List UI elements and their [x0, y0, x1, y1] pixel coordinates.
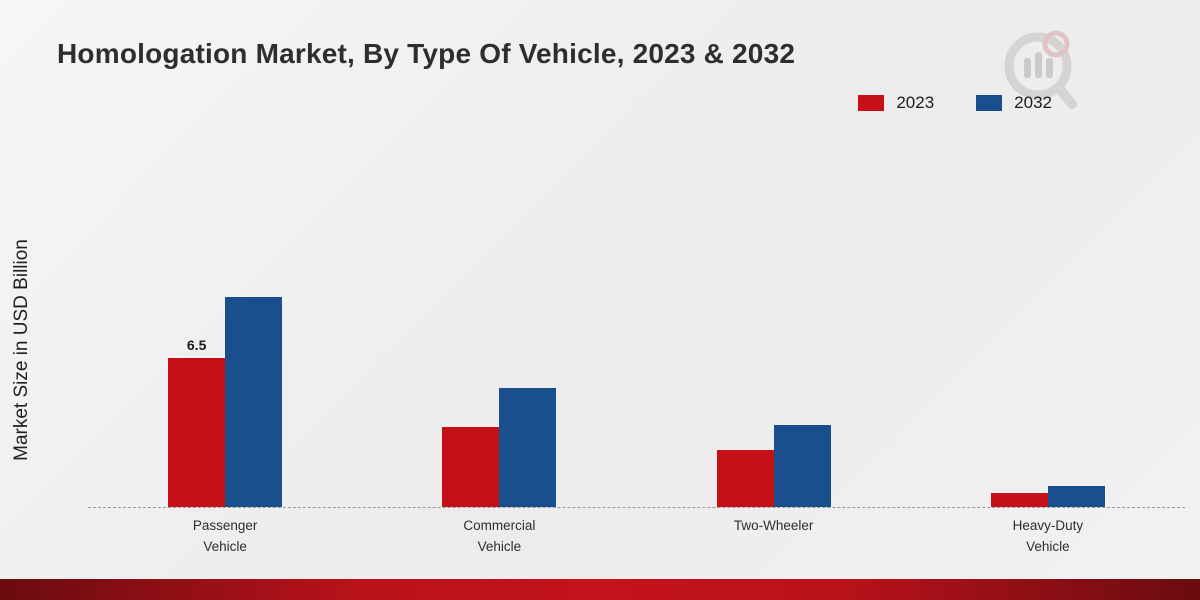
bar-group — [911, 267, 1185, 507]
company-logo-icon — [1004, 30, 1077, 109]
plot-area: 6.5 — [88, 267, 1185, 507]
bar-2032 — [773, 424, 831, 507]
legend-swatch-2023-icon — [858, 95, 885, 111]
legend-item-2023: 2023 — [858, 93, 934, 113]
legend: 2023 2032 — [858, 93, 1052, 113]
bar-2023 — [442, 427, 500, 507]
bar-group: 6.5 — [88, 267, 362, 507]
bar-chart: 6.5 Passenger Vehicle Commercial Vehicle T… — [88, 267, 1185, 557]
y-axis-label: Market Size in USD Billion — [11, 239, 32, 461]
category-label: Passenger Vehicle — [192, 518, 258, 554]
legend-item-2032: 2032 — [976, 93, 1052, 113]
category-labels-row: Passenger Vehicle Commercial Vehicle Two-W… — [88, 507, 1185, 558]
bar-2023 — [990, 493, 1048, 507]
bar-2032 — [1047, 486, 1105, 507]
legend-label-2023: 2023 — [896, 93, 935, 112]
category-label: Heavy-Duty Vehicle — [1012, 518, 1084, 554]
page-title: Homologation Market, By Type Of Vehicle,… — [57, 38, 796, 69]
bar-group — [362, 267, 636, 507]
category-label: Two-Wheeler — [733, 518, 814, 533]
legend-swatch-2032-icon — [976, 95, 1003, 111]
legend-label-2032: 2032 — [1014, 93, 1052, 112]
bottom-accent-band — [0, 579, 1200, 600]
bar-2032 — [499, 388, 557, 507]
bar-2023: 6.5 — [168, 337, 226, 507]
category-label: Commercial Vehicle — [463, 518, 536, 554]
x-axis-baseline — [88, 507, 1185, 508]
bar-2023 — [716, 449, 774, 507]
bar-2032 — [225, 296, 283, 507]
bar-value-label: 6.5 — [186, 337, 207, 354]
bar-group — [637, 267, 911, 507]
